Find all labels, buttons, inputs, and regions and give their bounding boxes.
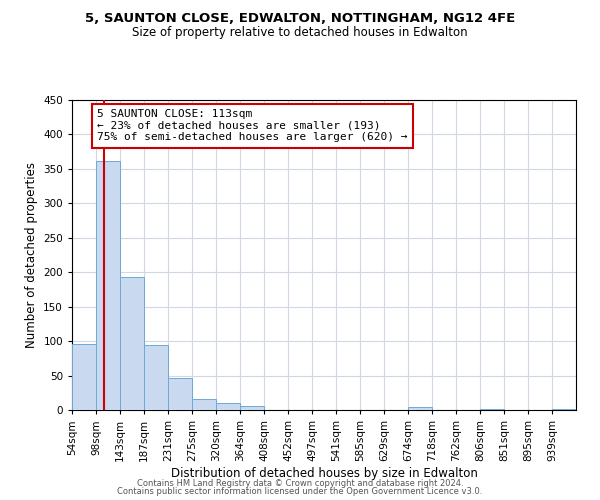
Bar [480, 408, 504, 410]
Bar [240, 406, 264, 410]
Bar [144, 345, 168, 410]
Bar [120, 277, 144, 410]
Bar [408, 406, 432, 410]
X-axis label: Distribution of detached houses by size in Edwalton: Distribution of detached houses by size … [170, 466, 478, 479]
Text: Contains public sector information licensed under the Open Government Licence v3: Contains public sector information licen… [118, 487, 482, 496]
Text: Size of property relative to detached houses in Edwalton: Size of property relative to detached ho… [132, 26, 468, 39]
Text: 5 SAUNTON CLOSE: 113sqm
← 23% of detached houses are smaller (193)
75% of semi-d: 5 SAUNTON CLOSE: 113sqm ← 23% of detache… [97, 110, 408, 142]
Bar [552, 408, 576, 410]
Y-axis label: Number of detached properties: Number of detached properties [25, 162, 38, 348]
Text: Contains HM Land Registry data © Crown copyright and database right 2024.: Contains HM Land Registry data © Crown c… [137, 478, 463, 488]
Text: 5, SAUNTON CLOSE, EDWALTON, NOTTINGHAM, NG12 4FE: 5, SAUNTON CLOSE, EDWALTON, NOTTINGHAM, … [85, 12, 515, 26]
Bar [216, 403, 240, 410]
Bar [168, 378, 192, 410]
Bar [192, 399, 216, 410]
Bar [72, 344, 96, 410]
Bar [96, 160, 120, 410]
